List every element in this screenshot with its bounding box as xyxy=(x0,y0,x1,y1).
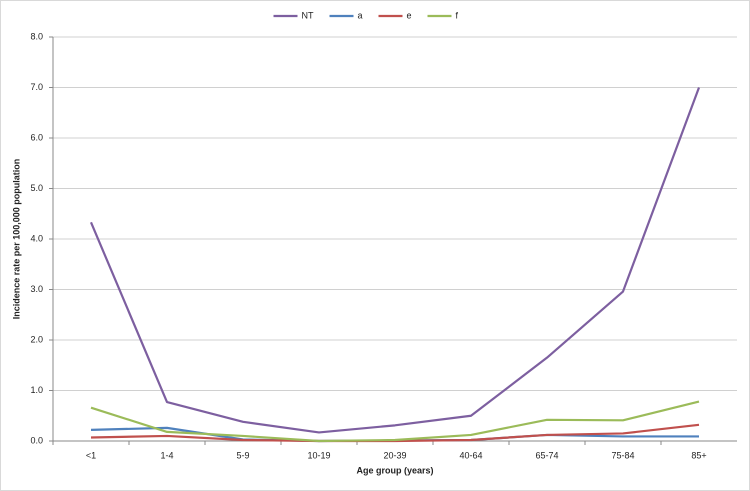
legend-label: f xyxy=(456,10,459,20)
y-tick-label: 1.0 xyxy=(30,385,43,395)
x-tick-label: 40-64 xyxy=(459,450,482,460)
legend-label: e xyxy=(407,10,412,20)
x-axis-title: Age group (years) xyxy=(356,465,433,475)
x-tick-label: 85+ xyxy=(691,450,706,460)
series-line xyxy=(89,87,701,434)
legend-label: NT xyxy=(302,10,314,20)
y-tick-label: 4.0 xyxy=(30,233,43,243)
x-tick-label: <1 xyxy=(86,450,96,460)
y-tick-label: 7.0 xyxy=(30,82,43,92)
x-tick-label: 65-74 xyxy=(535,450,558,460)
y-axis-title: Incidence rate per 100,000 population xyxy=(11,159,21,320)
x-tick-label: 20-39 xyxy=(383,450,406,460)
y-tick-label: 2.0 xyxy=(30,334,43,344)
x-tick-label: 75-84 xyxy=(611,450,634,460)
x-tick-label: 5-9 xyxy=(236,450,249,460)
y-tick-label: 8.0 xyxy=(30,31,43,41)
x-tick-label: 10-19 xyxy=(307,450,330,460)
x-tick-label: 1-4 xyxy=(160,450,173,460)
y-tick-label: 5.0 xyxy=(30,183,43,193)
y-tick-label: 3.0 xyxy=(30,284,43,294)
series-line xyxy=(90,400,700,443)
y-tick-label: 0.0 xyxy=(30,435,43,445)
y-tick-label: 6.0 xyxy=(30,132,43,142)
legend-label: a xyxy=(358,10,363,20)
